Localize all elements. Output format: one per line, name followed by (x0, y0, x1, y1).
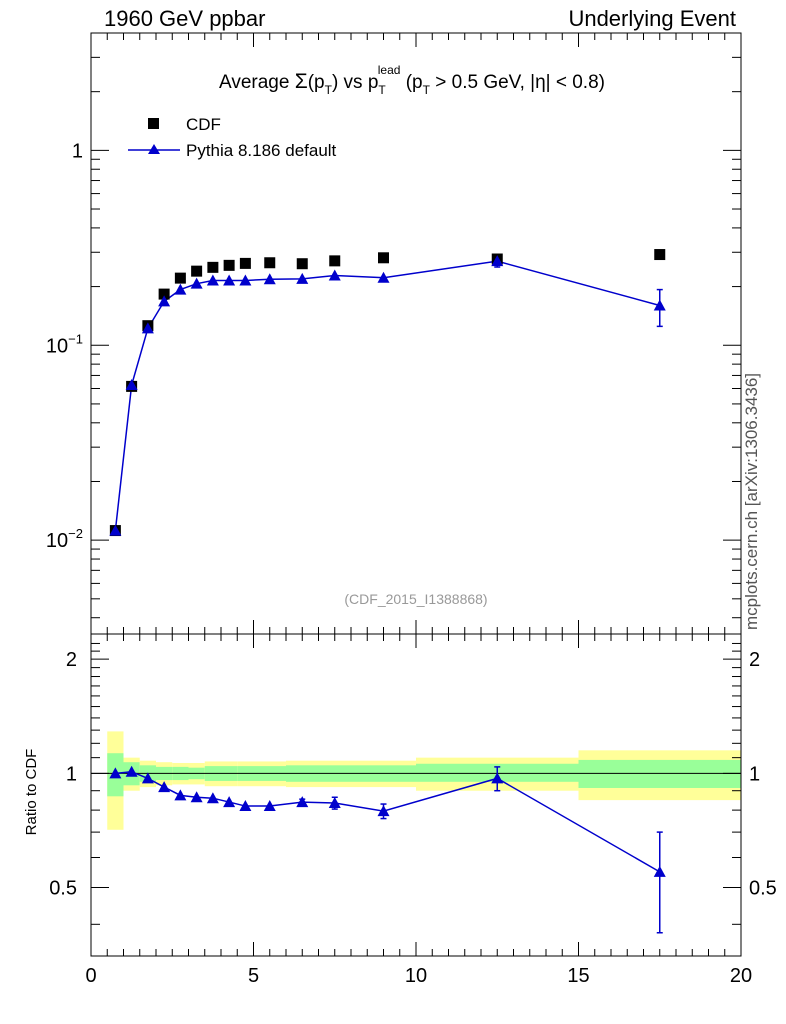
ticks: 0 5 10 15 20 10−2 10−1 1 0.5 0.5 1 1 2 2 (46, 32, 777, 987)
cdf-point (158, 288, 170, 300)
pythia-point (653, 299, 666, 311)
pythia-point (190, 277, 203, 289)
ratio-y-tick-label: 0.5 (49, 878, 77, 900)
axes (90, 32, 742, 957)
ratio-pythia-point (263, 800, 276, 812)
pythia-point (109, 524, 122, 536)
pythia-point (377, 271, 390, 283)
x-tick-label: 5 (248, 965, 259, 987)
ratio-band-inner (578, 759, 741, 788)
ratio-pythia-point (109, 767, 122, 779)
ratio-pythia-point (377, 805, 390, 817)
series-layer (109, 249, 666, 934)
ratio-pythia-point (125, 765, 138, 777)
cdf-point (654, 249, 666, 261)
x-tick-label: 15 (567, 965, 589, 987)
pythia-point (296, 272, 309, 284)
chart-title: Average Σ(pT) vs pTlead (pT > 0.5 GeV, |… (219, 63, 605, 97)
pythia-point (223, 274, 236, 286)
legend: CDF Pythia 8.186 default (128, 115, 337, 160)
ratio-pythia-point (653, 865, 666, 877)
ratio-ylabel: Ratio to CDF (23, 749, 40, 836)
pythia-point (491, 255, 504, 267)
pythia-point (328, 269, 341, 281)
ratio-pythia-point (141, 772, 154, 784)
ratio-y-tick-label-right: 0.5 (749, 878, 777, 900)
pythia-line (114, 260, 660, 531)
legend-label-pythia: Pythia 8.186 default (186, 141, 337, 160)
ratio-pythia-point (239, 800, 252, 812)
ratio-pythia-point (174, 789, 187, 801)
pythia-point (158, 295, 171, 307)
ratio-y-tick-label-right: 1 (749, 763, 760, 785)
ratio-y-tick-label: 1 (66, 763, 77, 785)
cdf-point (174, 272, 186, 284)
ratio-pythia-point (296, 796, 309, 808)
analysis-id-label: (CDF_2015_I1388868) (344, 591, 487, 607)
y-tick-label: 1 (72, 140, 83, 162)
cdf-point (264, 257, 276, 269)
y-tick-label: 10−2 (46, 526, 83, 552)
header-right: Underlying Event (568, 6, 736, 31)
cdf-point (329, 255, 341, 267)
pythia-point (263, 273, 276, 285)
ratio-pythia-point (223, 796, 236, 808)
pythia-point (206, 274, 219, 286)
ratio-pythia-point (190, 791, 203, 803)
cdf-point (191, 265, 203, 277)
ratio-y-tick-label-right: 2 (749, 649, 760, 671)
y-tick-label: 10−1 (46, 331, 83, 357)
ratio-pythia-point (491, 772, 504, 784)
cdf-point (207, 261, 219, 273)
cdf-point (223, 259, 235, 271)
legend-label-cdf: CDF (186, 115, 221, 134)
cdf-point (296, 258, 308, 270)
pythia-point (141, 322, 154, 334)
x-tick-label: 10 (405, 965, 427, 987)
cdf-point (378, 252, 389, 264)
x-tick-label: 20 (730, 965, 752, 987)
pythia-point (174, 283, 187, 295)
header-left: 1960 GeV ppbar (104, 6, 266, 31)
ratio-pythia-point (158, 781, 171, 793)
ratio-y-tick-label: 2 (66, 649, 77, 671)
ratio-pythia-point (328, 797, 341, 809)
pythia-point (239, 274, 252, 286)
legend-marker-cdf (148, 118, 159, 129)
x-tick-label: 0 (85, 965, 96, 987)
cdf-point (239, 257, 251, 269)
legend-marker-pythia (148, 144, 160, 154)
pythia-point (125, 379, 138, 391)
ratio-pythia-point (206, 792, 219, 804)
ratio-bands (107, 731, 741, 830)
